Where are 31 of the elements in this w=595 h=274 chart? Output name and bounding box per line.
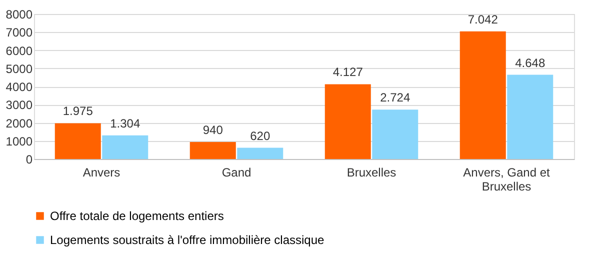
y-tick-label: 8000 [6,8,33,22]
y-tick-label: 3000 [6,98,33,112]
bar [102,135,148,159]
y-tick-label: 6000 [6,44,33,58]
legend-label: Offre totale de logements entiers [50,209,224,223]
data-label: 2.724 [380,90,410,105]
y-tick-label: 5000 [6,62,33,76]
data-label: 7.042 [468,12,498,26]
y-tick-label: 7000 [6,26,33,40]
y-tick-label: 2000 [6,116,33,130]
data-label: 940 [202,122,224,137]
x-tick-label: Anvers, Gand et Bruxelles [463,166,551,194]
data-label: 1.975 [62,104,94,118]
bar [372,110,418,159]
bar [237,148,284,159]
data-label: 4.648 [515,56,546,70]
x-tick-label: Anvers [82,166,120,180]
bar [507,74,554,159]
data-label: 4.127 [332,65,364,80]
x-tick-label: Bruxelles [346,166,396,180]
legend-label: Logements soustraits à l'offre immobilière classique [50,233,325,247]
y-tick-label: 1000 [6,134,33,148]
bar [324,84,371,159]
y-tick-label: 0 [26,152,33,166]
x-tick-label: Gand [222,166,252,180]
y-tick-label: 4000 [6,80,33,94]
bar [54,123,101,159]
data-label: 1.304 [110,116,140,130]
bar [190,142,236,159]
bar [460,31,506,159]
data-label: 620 [250,128,270,143]
